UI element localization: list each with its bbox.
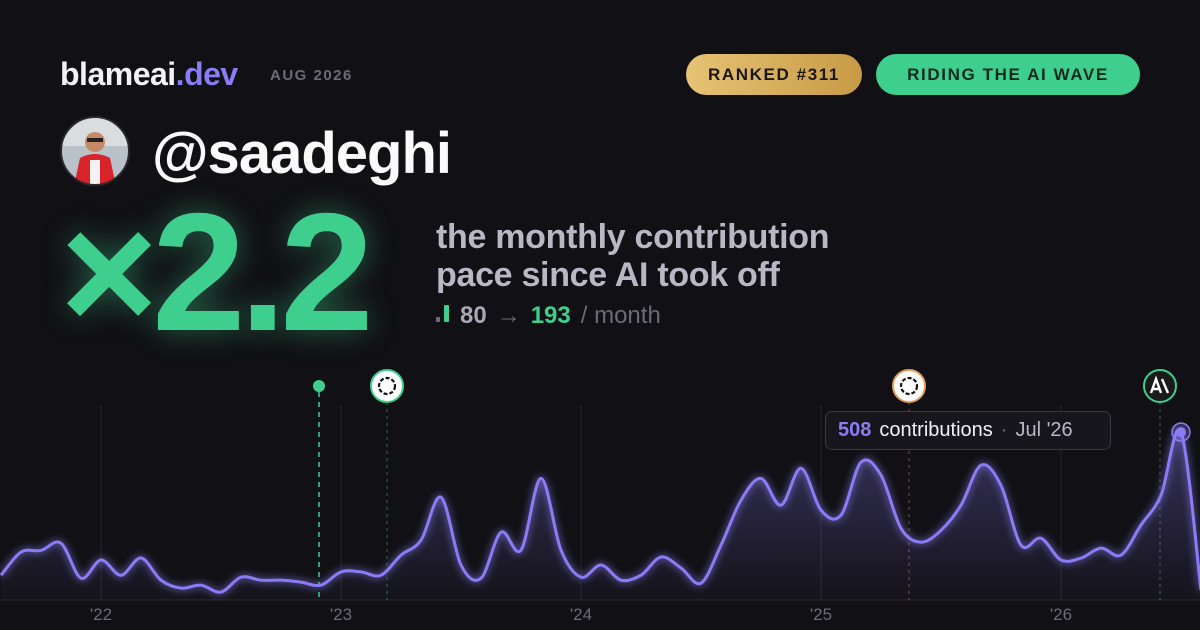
description-line: the monthly contribution xyxy=(436,218,830,256)
rate-after: 193 xyxy=(530,302,571,329)
openai-icon xyxy=(892,369,926,403)
rate: 80 → 193 / month xyxy=(436,302,661,330)
tooltip-separator: · xyxy=(1000,419,1008,441)
tooltip-label: contributions xyxy=(879,419,993,441)
tooltip-value: 508 xyxy=(838,419,872,441)
rate-arrow: → xyxy=(496,302,521,329)
anthropic-icon xyxy=(1143,369,1177,403)
handle: @saadeghi xyxy=(152,121,452,186)
line xyxy=(0,428,1200,594)
tooltip: 508 contributions · Jul '26 xyxy=(825,411,1111,450)
x-tick-label: '22 xyxy=(90,605,112,624)
x-tick-label: '25 xyxy=(810,605,832,624)
area xyxy=(1,429,1200,600)
rate-unit: / month xyxy=(580,302,661,329)
x-tick-label: '24 xyxy=(570,605,592,624)
openai-icon xyxy=(370,369,404,403)
date: AUG 2026 xyxy=(270,67,353,84)
status-badge: RIDING THE AI WAVE xyxy=(876,54,1140,95)
event-dot xyxy=(313,380,325,392)
brand-tld: .dev xyxy=(175,56,239,92)
rate-before: 80 xyxy=(460,302,487,329)
x-tick-label: '26 xyxy=(1050,605,1072,624)
description-line: pace since AI took off xyxy=(436,256,780,294)
rank-badge: RANKED #311 xyxy=(686,54,862,95)
x-tick-label: '23 xyxy=(330,605,352,624)
rate-icon xyxy=(436,305,449,322)
brand[interactable]: blameai.dev xyxy=(60,56,238,93)
peak-point xyxy=(1176,427,1186,438)
tooltip-date: Jul '26 xyxy=(1015,419,1073,441)
avatar xyxy=(60,116,130,186)
multiplier: ×2.2 xyxy=(60,178,374,366)
brand-name: blameai xyxy=(60,56,176,92)
description: the monthly contribution pace since AI t… xyxy=(436,218,830,294)
